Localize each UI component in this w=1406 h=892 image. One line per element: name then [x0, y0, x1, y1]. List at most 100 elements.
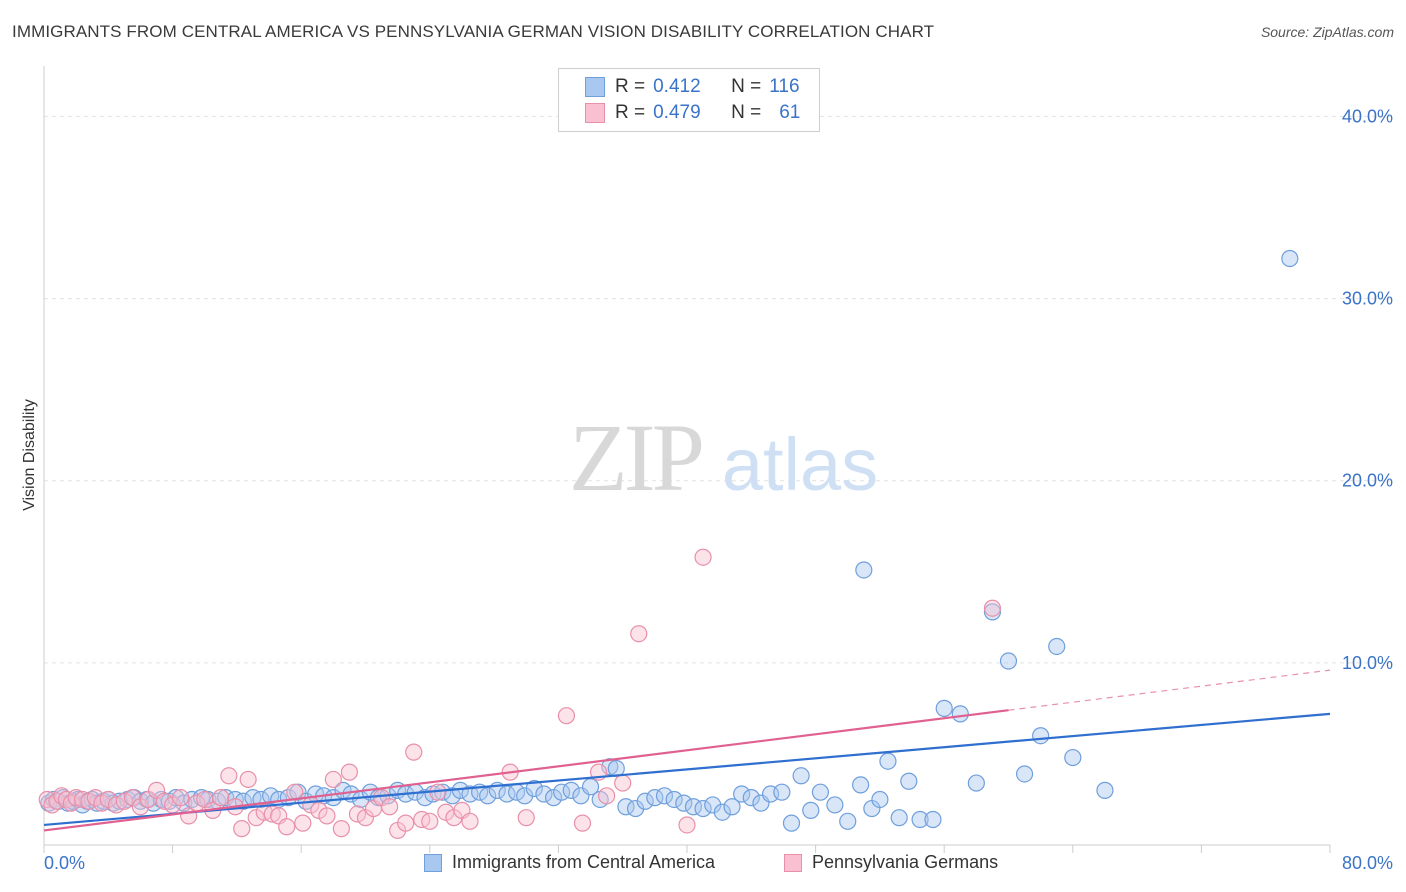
stats-r-label: R =	[615, 102, 646, 123]
data-points	[38, 249, 1299, 840]
data-point-central-america	[694, 799, 712, 818]
data-point-pennsylvania-germans	[155, 792, 174, 810]
data-point-central-america	[675, 794, 693, 812]
stats-r-label: R =	[615, 76, 646, 97]
legend-item-central-america[interactable]: Immigrants from Central America	[424, 852, 715, 873]
legend-swatch-blue	[424, 853, 442, 872]
data-point-central-america	[636, 792, 654, 810]
data-point-pennsylvania-germans	[318, 807, 336, 825]
data-point-pennsylvania-germans	[172, 789, 190, 807]
trend-line-pennsylvania-germans	[43, 709, 1009, 832]
data-point-pennsylvania-germans	[324, 770, 342, 789]
chart-title: IMMIGRANTS FROM CENTRAL AMERICA VS PENNS…	[12, 22, 935, 41]
data-point-pennsylvania-germans	[517, 809, 535, 827]
y-axis-label: Vision Disability	[21, 399, 38, 511]
data-point-pennsylvania-germans	[983, 599, 1002, 617]
data-point-central-america	[802, 801, 820, 819]
data-point-pennsylvania-germans	[405, 743, 423, 761]
y-tick-label: 20.0%	[1342, 471, 1393, 491]
watermark-zip: ZIP	[569, 404, 702, 511]
data-point-central-america	[924, 810, 942, 829]
data-point-pennsylvania-germans	[421, 812, 439, 830]
data-point-pennsylvania-germans	[212, 789, 230, 807]
data-point-central-america	[900, 772, 918, 790]
y-tick-label: 40.0%	[1342, 106, 1393, 126]
trend-lines	[43, 669, 1331, 832]
data-point-central-america	[879, 752, 897, 770]
watermark-atlas: atlas	[722, 423, 878, 506]
data-point-pennsylvania-germans	[239, 770, 257, 789]
stats-n-value: 61	[779, 102, 801, 123]
data-point-central-america	[839, 812, 857, 830]
data-point-central-america	[967, 774, 985, 792]
data-point-central-america	[855, 561, 873, 579]
data-point-central-america	[951, 705, 969, 723]
stats-swatch-blue	[585, 77, 605, 97]
data-point-central-america	[733, 785, 751, 803]
x-tick-label-min: 0.0%	[44, 853, 85, 873]
data-point-central-america	[911, 810, 929, 829]
data-point-central-america	[792, 767, 810, 785]
data-point-pennsylvania-germans	[598, 787, 616, 805]
data-point-central-america	[665, 790, 683, 809]
data-point-central-america	[999, 652, 1018, 670]
data-point-central-america	[601, 758, 619, 776]
data-point-central-america	[479, 787, 497, 805]
data-point-central-america	[1048, 637, 1066, 656]
data-point-pennsylvania-germans	[73, 790, 92, 809]
stats-r-value: 0.412	[653, 76, 701, 97]
data-point-pennsylvania-germans	[115, 792, 133, 810]
stats-row-pink: R = 0.479 N = 61	[585, 100, 800, 126]
data-point-pennsylvania-germans	[233, 820, 251, 838]
source-label: Source: ZipAtlas.com	[1260, 24, 1394, 40]
legend-item-pennsylvania-germans[interactable]: Pennsylvania Germans	[784, 852, 998, 873]
data-point-pennsylvania-germans	[630, 625, 648, 643]
data-point-pennsylvania-germans	[573, 814, 592, 832]
data-point-central-america	[782, 814, 801, 832]
data-point-central-america	[1281, 249, 1299, 268]
data-point-central-america	[826, 796, 844, 814]
legend-label: Immigrants from Central America	[452, 852, 716, 872]
data-point-pennsylvania-germans	[678, 816, 696, 834]
y-tick-label: 10.0%	[1342, 653, 1393, 673]
data-point-central-america	[935, 699, 953, 717]
data-point-pennsylvania-germans	[107, 796, 125, 814]
stats-swatch-pink	[585, 103, 605, 123]
y-tick-label: 30.0%	[1342, 289, 1393, 309]
data-point-pennsylvania-germans	[614, 774, 632, 792]
data-point-central-america	[811, 783, 830, 801]
axes	[43, 66, 1331, 853]
data-point-pennsylvania-germans	[278, 818, 296, 836]
series-legend: Immigrants from Central America Pennsylv…	[0, 852, 1406, 878]
data-point-central-america	[871, 790, 889, 809]
stats-n-label: N =	[731, 76, 762, 97]
stats-row-blue: R = 0.412 N = 116	[585, 74, 800, 100]
tick-labels: 10.0% 20.0% 30.0% 40.0% 0.0% 80.0%	[44, 106, 1393, 873]
stats-legend: R = 0.412 N = 116 R = 0.479 N = 61	[558, 68, 820, 132]
data-point-pennsylvania-germans	[694, 548, 712, 566]
data-point-pennsylvania-germans	[381, 798, 399, 816]
data-point-central-america	[1096, 781, 1114, 799]
data-point-pennsylvania-germans	[557, 707, 576, 725]
legend-label: Pennsylvania Germans	[812, 852, 999, 872]
data-point-central-america	[723, 798, 741, 816]
trend-line-central-america	[43, 712, 1331, 827]
data-point-central-america	[262, 787, 280, 805]
stats-r-value: 0.479	[653, 102, 701, 123]
gridlines	[44, 115, 1395, 664]
data-point-pennsylvania-germans	[67, 789, 85, 807]
stats-n-label: N =	[731, 102, 762, 123]
data-point-pennsylvania-germans	[332, 820, 350, 838]
data-point-central-america	[1064, 748, 1082, 767]
data-point-central-america	[742, 789, 760, 807]
data-point-pennsylvania-germans	[397, 814, 415, 832]
data-point-pennsylvania-germans	[220, 767, 238, 785]
data-point-pennsylvania-germans	[294, 814, 312, 832]
data-point-central-america	[416, 789, 434, 807]
data-point-central-america	[890, 809, 908, 827]
x-tick-label-max: 80.0%	[1342, 853, 1393, 873]
data-point-pennsylvania-germans	[348, 805, 367, 823]
data-point-central-america	[562, 781, 580, 799]
data-point-central-america	[852, 776, 870, 794]
watermark: ZIP atlas	[569, 404, 878, 511]
